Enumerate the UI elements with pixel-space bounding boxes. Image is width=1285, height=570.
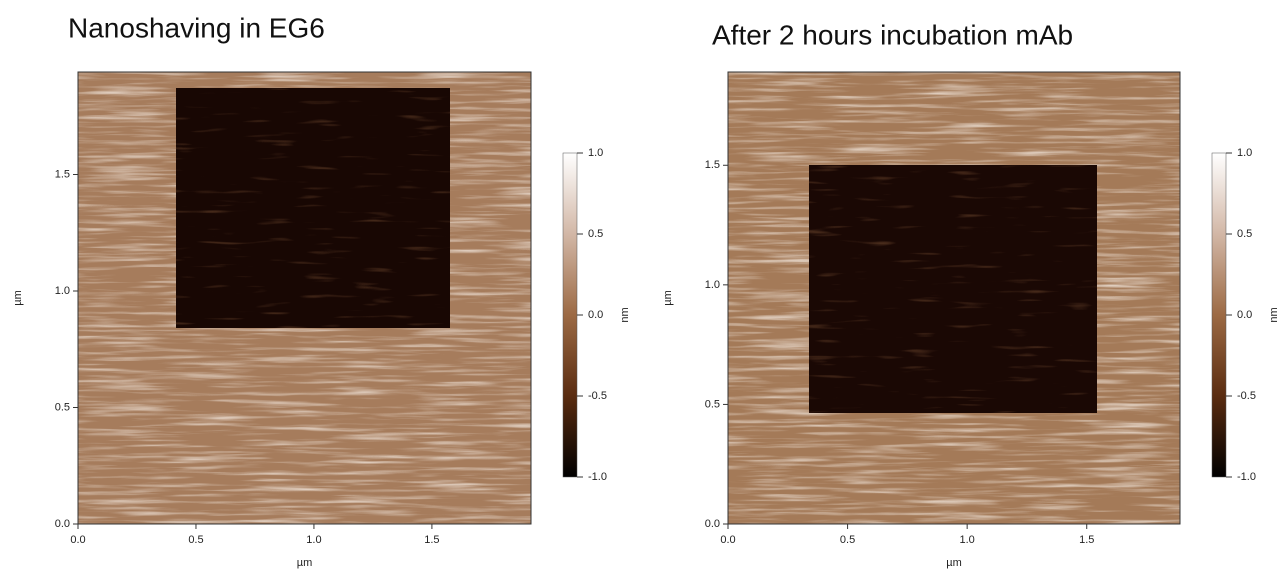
colorbar-tick-label: 0.0	[588, 309, 603, 321]
y-tick-label: 0.0	[55, 518, 70, 530]
afm-image	[728, 72, 1180, 524]
plot-frame	[727, 71, 1181, 525]
colorbar-tick-label: -0.5	[1237, 390, 1256, 402]
x-axis-label: µm	[946, 557, 962, 569]
x-tick-label: 0.0	[720, 534, 735, 546]
x-tick-label: 1.5	[424, 534, 439, 546]
shaved-texture	[809, 165, 1097, 413]
y-axis-label: µm	[12, 290, 24, 306]
y-tick-label: 0.5	[705, 398, 720, 410]
y-tick-label: 1.5	[55, 168, 70, 180]
colorbar-label: nm	[1268, 307, 1280, 322]
panel: Nanoshaving in EG6 0.0 0.5 1.0 1.5 0.0 0.5 1.0 1…	[12, 12, 631, 569]
x-tick-label: 0.0	[70, 534, 85, 546]
colorbar-tick-label: -1.0	[588, 471, 607, 483]
afm-image	[78, 72, 531, 524]
colorbar-tick-label: 0.0	[1237, 309, 1252, 321]
x-tick-label: 0.5	[188, 534, 203, 546]
colorbar-tick-label: 1.0	[1237, 147, 1252, 159]
y-tick-label: 1.0	[705, 279, 720, 291]
colorbar	[1211, 152, 1227, 478]
colorbar-label: nm	[619, 307, 631, 322]
x-axis-label: µm	[297, 557, 313, 569]
chart-title: Nanoshaving in EG6	[68, 12, 325, 43]
y-axis-label: µm	[662, 290, 674, 306]
colorbar-tick-label: -1.0	[1237, 471, 1256, 483]
colorbar	[562, 152, 578, 478]
x-tick-label: 1.5	[1079, 534, 1094, 546]
x-tick-label: 1.0	[306, 534, 321, 546]
panel: After 2 hours incubation mAb 0.0 0.5 1.0 1.5…	[662, 19, 1280, 569]
colorbar-tick-label: 0.5	[588, 228, 603, 240]
y-tick-label: 0.0	[705, 518, 720, 530]
chart-title: After 2 hours incubation mAb	[712, 19, 1073, 50]
y-tick-label: 0.5	[55, 401, 70, 413]
y-tick-label: 1.0	[55, 285, 70, 297]
shaved-texture	[176, 88, 450, 328]
x-tick-label: 0.5	[840, 534, 855, 546]
colorbar-tick-label: 1.0	[588, 147, 603, 159]
y-tick-label: 1.5	[705, 159, 720, 171]
x-tick-label: 1.0	[960, 534, 975, 546]
colorbar-tick-label: 0.5	[1237, 228, 1252, 240]
plot-frame	[77, 71, 532, 525]
colorbar-tick-label: -0.5	[588, 390, 607, 402]
